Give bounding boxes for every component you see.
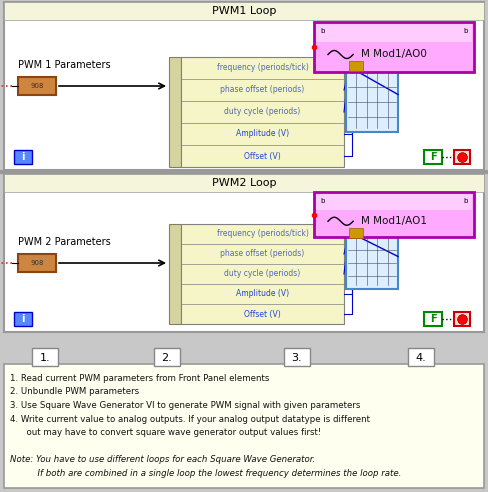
Bar (18, 254, 56, 272)
Bar (346, 57, 398, 132)
Bar (169, 224, 181, 324)
Text: Note: You have to use different loops for each Square Wave Generator.: Note: You have to use different loops fo… (10, 455, 315, 464)
Bar (424, 150, 442, 164)
Bar (316, 194, 472, 210)
Text: 2.: 2. (162, 353, 172, 363)
Text: F: F (430, 314, 436, 324)
Text: 3.: 3. (292, 353, 302, 363)
Text: frequency (periods/tick): frequency (periods/tick) (217, 63, 308, 72)
Text: 908: 908 (30, 83, 44, 89)
Text: i: i (21, 152, 25, 162)
Bar (314, 22, 474, 72)
Text: phase offset (periods): phase offset (periods) (221, 249, 305, 258)
Text: Amplitude (V): Amplitude (V) (236, 129, 289, 139)
Bar (4, 174, 484, 192)
Bar (424, 312, 442, 326)
Text: M Mod1/AO0: M Mod1/AO0 (361, 50, 427, 60)
Text: out may have to convert square wave generator output values first!: out may have to convert square wave gene… (10, 428, 321, 437)
Bar (154, 348, 180, 366)
Bar (454, 150, 470, 164)
Text: PWM2 Loop: PWM2 Loop (212, 178, 276, 188)
Bar (284, 348, 310, 366)
Bar (349, 228, 363, 238)
Bar (4, 174, 484, 332)
Text: duty cycle (periods): duty cycle (periods) (224, 107, 301, 117)
Bar (18, 77, 56, 95)
Text: If both are combined in a single loop the lowest frequency determines the loop r: If both are combined in a single loop th… (10, 468, 401, 478)
Bar (349, 61, 363, 71)
Text: 4.: 4. (416, 353, 427, 363)
Text: F: F (430, 152, 436, 162)
Text: b: b (320, 198, 325, 204)
Text: PWM1 Loop: PWM1 Loop (212, 6, 276, 16)
Text: M Mod1/AO1: M Mod1/AO1 (361, 216, 427, 226)
Bar (316, 24, 472, 41)
Text: b: b (320, 28, 325, 34)
Text: 3. Use Square Wave Generator VI to generate PWM signal with given parameters: 3. Use Square Wave Generator VI to gener… (10, 401, 360, 410)
Bar (346, 224, 398, 289)
Bar (454, 312, 470, 326)
Text: b: b (464, 28, 468, 34)
Bar (4, 2, 484, 170)
Bar (4, 364, 484, 488)
Text: frequency (periods/tick): frequency (periods/tick) (217, 229, 308, 239)
Text: Offset (V): Offset (V) (244, 152, 281, 160)
Text: 4. Write current value to analog outputs. If your analog output datatype is diff: 4. Write current value to analog outputs… (10, 414, 370, 424)
Bar (169, 57, 181, 167)
Text: 1.: 1. (40, 353, 50, 363)
Bar (314, 192, 474, 237)
Bar (32, 348, 58, 366)
Text: PWM 2 Parameters: PWM 2 Parameters (18, 237, 111, 247)
Bar (14, 150, 32, 164)
Bar (14, 312, 32, 326)
Text: duty cycle (periods): duty cycle (periods) (224, 270, 301, 278)
Text: 1. Read current PWM parameters from Front Panel elements: 1. Read current PWM parameters from Fron… (10, 374, 269, 383)
Bar (408, 348, 434, 366)
Text: PWM 1 Parameters: PWM 1 Parameters (18, 60, 111, 70)
Text: phase offset (periods): phase offset (periods) (221, 86, 305, 94)
Text: 908: 908 (30, 260, 44, 266)
Text: b: b (464, 198, 468, 204)
Bar (181, 57, 344, 167)
Text: i: i (21, 314, 25, 324)
Text: 2. Unbundle PWM parameters: 2. Unbundle PWM parameters (10, 388, 139, 397)
Bar (4, 2, 484, 20)
Text: Offset (V): Offset (V) (244, 309, 281, 318)
Bar (181, 224, 344, 324)
Text: Amplitude (V): Amplitude (V) (236, 289, 289, 299)
